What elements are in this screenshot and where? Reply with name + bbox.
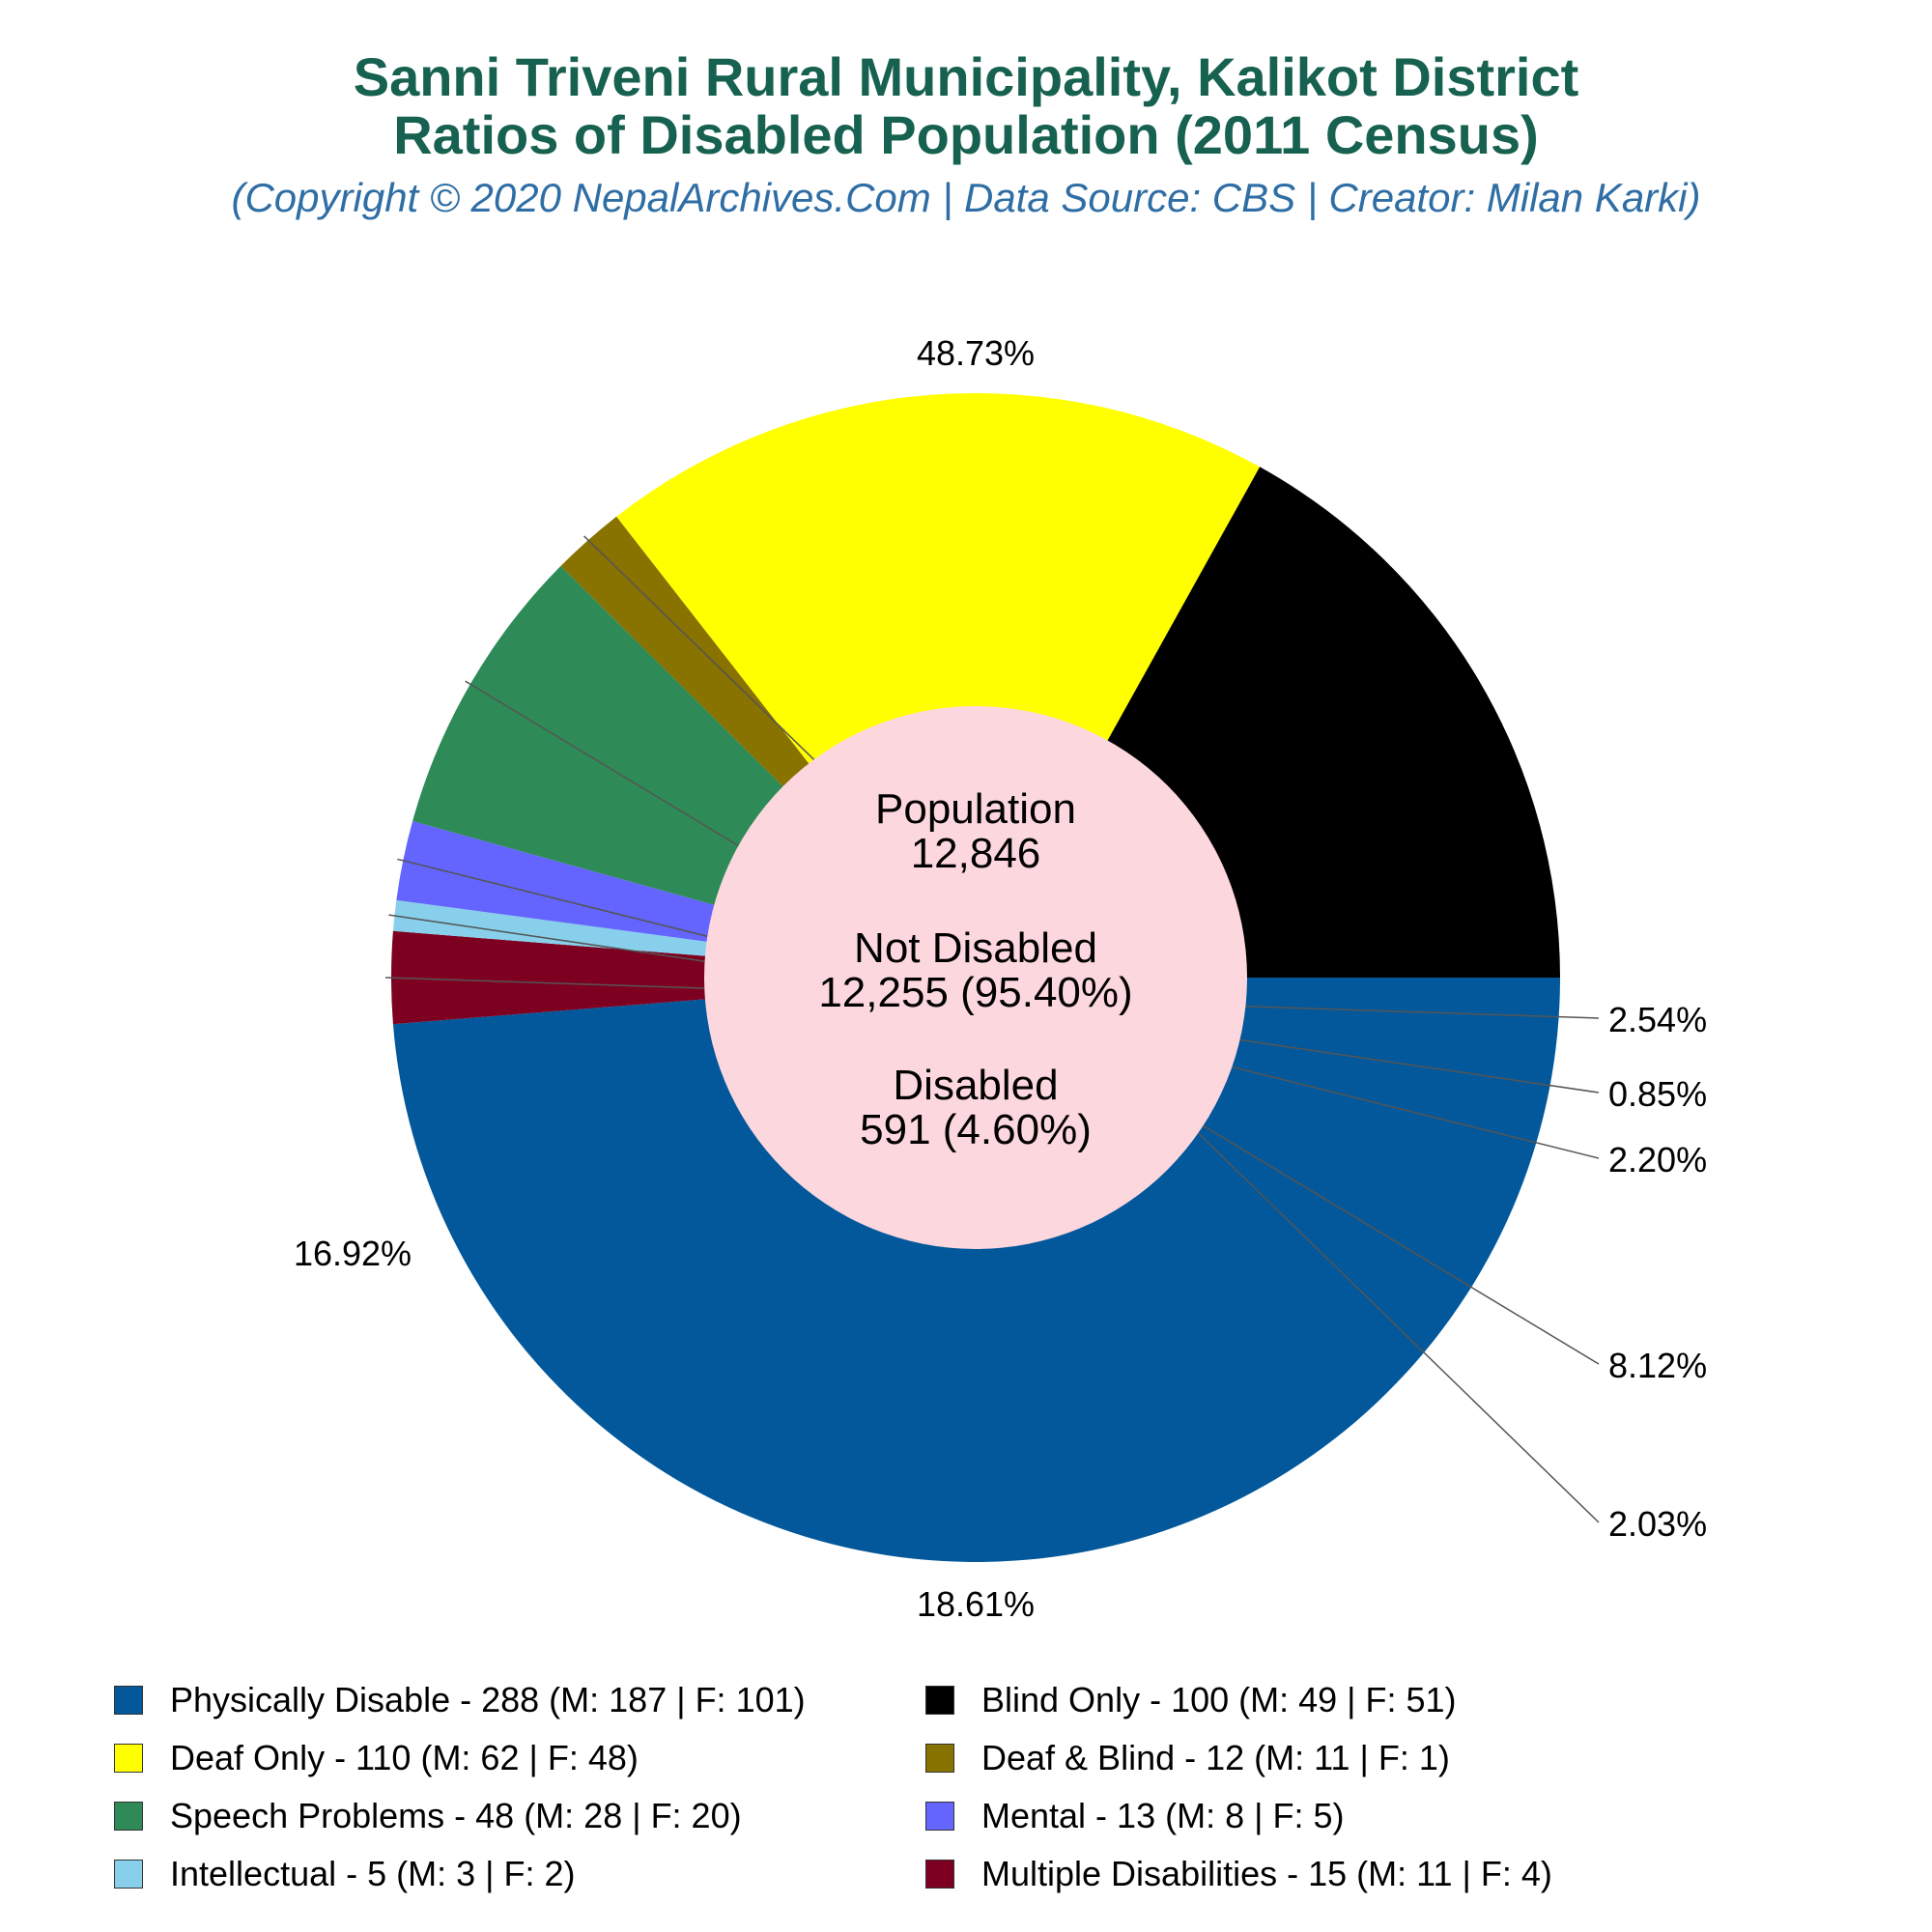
- percent-data-label: 18.61%: [917, 1584, 1035, 1624]
- chart-subtitle: (Copyright © 2020 NepalArchives.Com | Da…: [231, 175, 1701, 220]
- legend-label: Physically Disable - 288 (M: 187 | F: 10…: [170, 1680, 806, 1719]
- legend-label: Multiple Disabilities - 15 (M: 11 | F: 4…: [981, 1854, 1552, 1893]
- center-not-disabled-label: Not Disabled: [854, 924, 1097, 972]
- legend-swatch: [925, 1744, 954, 1773]
- chart-title-line-2: Ratios of Disabled Population (2011 Cens…: [393, 104, 1539, 165]
- legend-swatch: [114, 1802, 143, 1831]
- percent-data-label: 8.12%: [1608, 1346, 1707, 1385]
- percent-data-label: 2.20%: [1608, 1140, 1707, 1179]
- pie-slice: [392, 978, 1560, 1562]
- legend-label: Mental - 13 (M: 8 | F: 5): [981, 1796, 1345, 1835]
- legend-item: Speech Problems - 48 (M: 28 | F: 20): [114, 1796, 742, 1835]
- percent-data-label: 16.92%: [294, 1234, 412, 1273]
- pie-slice: [616, 393, 1261, 978]
- pie-slice: [390, 930, 976, 1025]
- center-not-disabled-value: 12,255 (95.40%): [818, 969, 1132, 1016]
- legend-item: Deaf Only - 110 (M: 62 | F: 48): [114, 1738, 639, 1777]
- legend-label: Blind Only - 100 (M: 49 | F: 51): [981, 1680, 1457, 1719]
- legend-item: Mental - 13 (M: 8 | F: 5): [925, 1796, 1345, 1835]
- legend-label: Speech Problems - 48 (M: 28 | F: 20): [170, 1796, 742, 1835]
- percent-data-label: 2.03%: [1608, 1504, 1707, 1544]
- percent-data-label: 48.73%: [917, 333, 1035, 373]
- center-disabled-label: Disabled: [893, 1062, 1058, 1109]
- percent-labels-group: 48.73% 2.54% 0.85% 2.20% 8.12% 2.03% 18.61% 16.…: [294, 333, 1707, 1624]
- chart-title-line-1: Sanni Triveni Rural Municipality, Kaliko…: [353, 46, 1579, 107]
- legend-label: Deaf & Blind - 12 (M: 11 | F: 1): [981, 1738, 1450, 1777]
- legend-swatch: [925, 1686, 954, 1715]
- legend-swatch: [925, 1860, 954, 1889]
- percent-data-label: 2.54%: [1608, 1000, 1707, 1039]
- legend-item: Blind Only - 100 (M: 49 | F: 51): [925, 1680, 1457, 1719]
- legend-swatch: [925, 1802, 954, 1831]
- center-circle: [704, 706, 1247, 1249]
- percent-data-label: 0.85%: [1608, 1074, 1707, 1114]
- legend-item: Intellectual - 5 (M: 3 | F: 2): [114, 1854, 576, 1893]
- legend-swatch: [114, 1860, 143, 1889]
- legend-item: Deaf & Blind - 12 (M: 11 | F: 1): [925, 1738, 1450, 1777]
- center-population-label: Population: [875, 785, 1076, 833]
- legend-item: Multiple Disabilities - 15 (M: 11 | F: 4…: [925, 1854, 1552, 1893]
- center-disabled-value: 591 (4.60%): [860, 1106, 1092, 1153]
- legend-swatch: [114, 1744, 143, 1773]
- legend-label: Deaf Only - 110 (M: 62 | F: 48): [170, 1738, 639, 1777]
- center-population-value: 12,846: [911, 830, 1041, 877]
- legend-item: Physically Disable - 288 (M: 187 | F: 10…: [114, 1680, 806, 1719]
- legend-swatch: [114, 1686, 143, 1715]
- legend-label: Intellectual - 5 (M: 3 | F: 2): [170, 1854, 576, 1893]
